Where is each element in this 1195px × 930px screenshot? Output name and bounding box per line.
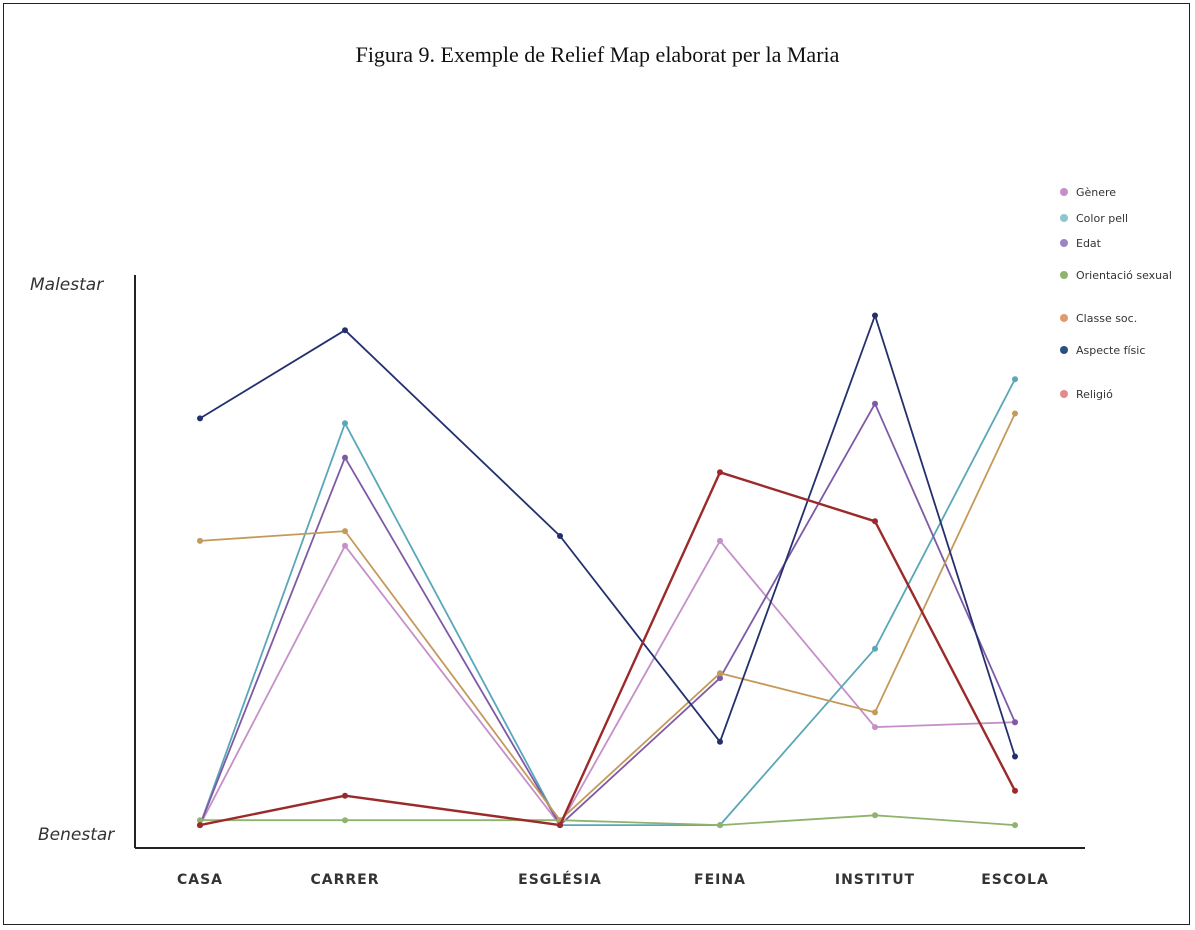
x-tick-label-1: CARRER: [310, 872, 379, 888]
series-3-point-4: [872, 812, 878, 819]
series-6-point-4: [872, 518, 878, 525]
legend-swatch-6: [1060, 390, 1068, 398]
series-0-point-3: [717, 537, 723, 544]
series-5-point-5: [1012, 753, 1018, 760]
series-2-point-5: [1012, 719, 1018, 726]
series-5-line: [199, 314, 1016, 757]
legend-swatch-3: [1060, 271, 1068, 279]
legend-swatch-1: [1060, 214, 1068, 222]
series-4-point-5: [1012, 410, 1018, 417]
x-tick-label-4: INSTITUT: [835, 872, 915, 888]
legend: Gènere Color pell Edat Orientació sexual Cla…: [1060, 186, 1172, 401]
x-tick-labels: CASA CARRER ESGLÉSIA FEINA INSTITUT ESCOLA: [177, 871, 1049, 888]
legend-swatch-4: [1060, 314, 1068, 322]
series-3-point-0: [197, 817, 203, 824]
x-tick-label-3: FEINA: [694, 872, 746, 888]
series-3-line: [200, 814, 1016, 826]
legend-label-4: Classe soc.: [1076, 312, 1137, 325]
series-5-point-2: [557, 533, 563, 539]
series-4-point-1: [342, 528, 348, 535]
legend-swatch-2: [1060, 239, 1068, 247]
series-2-point-1: [342, 454, 348, 461]
figure-title: Figura 9. Exemple de Relief Map elaborat…: [355, 42, 840, 67]
y-top-label: Malestar: [30, 275, 104, 295]
series-5-point-4: [872, 312, 878, 319]
series-layer: [197, 312, 1018, 829]
series-2-point-3: [717, 675, 723, 682]
series-6-line: [199, 471, 1017, 827]
series-4-point-0: [197, 537, 203, 544]
legend-label-0: Gènere: [1076, 186, 1116, 199]
legend-label-6: Religió: [1076, 388, 1113, 401]
series-0-line: [199, 540, 1016, 826]
series-6-point-2: [557, 822, 563, 829]
series-6-point-3: [717, 469, 723, 476]
series-4-point-4: [872, 709, 878, 716]
legend-swatch-0: [1060, 188, 1068, 196]
series-3-point-5: [1012, 822, 1018, 829]
series-5-point-3: [717, 738, 723, 745]
legend-swatch-5: [1060, 346, 1068, 354]
series-1-point-4: [872, 645, 878, 652]
series-0-point-4: [872, 724, 878, 731]
series-6-point-0: [197, 822, 203, 829]
x-tick-label-5: ESCOLA: [981, 872, 1049, 888]
y-bottom-label: Benestar: [38, 825, 115, 845]
legend-label-2: Edat: [1076, 237, 1102, 250]
series-5-point-1: [342, 327, 348, 334]
series-3-point-1: [342, 817, 348, 824]
x-tick-label-0: CASA: [177, 872, 223, 888]
series-4-line: [199, 413, 1016, 822]
legend-label-1: Color pell: [1076, 212, 1128, 225]
legend-label-3: Orientació sexual: [1076, 269, 1172, 282]
series-6-point-1: [342, 792, 348, 799]
series-2-point-4: [872, 400, 878, 407]
series-4-point-3: [717, 670, 723, 677]
series-1-point-5: [1012, 376, 1018, 383]
series-1-line: [199, 378, 1016, 826]
series-0-point-1: [342, 542, 348, 549]
series-2-line: [199, 402, 1016, 826]
x-tick-label-2: ESGLÉSIA: [518, 871, 602, 888]
series-1-point-1: [342, 420, 348, 427]
legend-label-5: Aspecte físic: [1076, 344, 1145, 357]
series-5-point-0: [197, 415, 203, 422]
series-3-point-3: [717, 822, 723, 829]
series-6-point-5: [1012, 787, 1018, 794]
